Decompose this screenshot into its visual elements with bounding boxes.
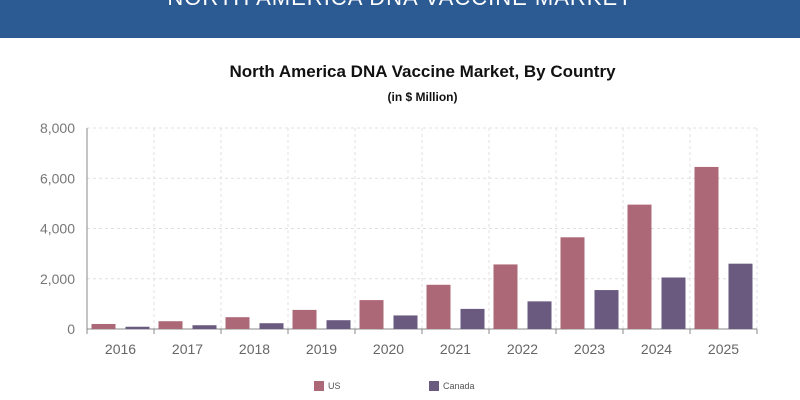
bar-canada xyxy=(192,325,217,329)
x-tick-label: 2017 xyxy=(172,341,203,357)
x-tick-label: 2024 xyxy=(641,341,672,357)
bar-canada xyxy=(326,320,351,329)
bar-us xyxy=(493,264,518,329)
bar-us xyxy=(560,237,585,329)
bar-canada xyxy=(125,326,150,329)
legend-label-us: US xyxy=(328,381,341,391)
bar-us xyxy=(292,309,317,329)
y-tick-label: 8,000 xyxy=(40,120,75,136)
y-tick-label: 0 xyxy=(67,321,75,337)
x-tick-label: 2016 xyxy=(105,341,136,357)
bar-us xyxy=(694,166,719,329)
legend-swatch-us xyxy=(314,381,324,391)
bar-us xyxy=(627,204,652,329)
x-tick-label: 2022 xyxy=(507,341,538,357)
x-tick-label: 2020 xyxy=(373,341,404,357)
bar-canada xyxy=(393,315,418,329)
x-tick-label: 2021 xyxy=(440,341,471,357)
legend-label-canada: Canada xyxy=(443,381,475,391)
y-tick-label: 4,000 xyxy=(40,221,75,237)
bar-canada xyxy=(594,290,619,329)
bar-us xyxy=(359,300,384,329)
bar-us xyxy=(225,317,250,329)
y-tick-label: 6,000 xyxy=(40,170,75,186)
bar-canada xyxy=(728,263,753,329)
bar-us xyxy=(426,284,451,329)
bar-canada xyxy=(527,301,552,329)
x-tick-label: 2023 xyxy=(574,341,605,357)
bar-canada xyxy=(259,323,284,329)
header-banner: NORTH AMERICA DNA VACCINE MARKET xyxy=(0,0,800,38)
x-tick-label: 2025 xyxy=(708,341,739,357)
bar-canada xyxy=(460,308,485,329)
bar-canada xyxy=(661,277,686,329)
bar-us xyxy=(158,321,183,329)
legend-swatch-canada xyxy=(429,381,439,391)
x-tick-label: 2019 xyxy=(306,341,337,357)
banner-title: NORTH AMERICA DNA VACCINE MARKET xyxy=(0,0,800,11)
x-tick-label: 2018 xyxy=(239,341,270,357)
y-tick-label: 2,000 xyxy=(40,271,75,287)
chart-subtitle: (in $ Million) xyxy=(387,90,458,104)
bar-us xyxy=(91,323,116,329)
chart-title: North America DNA Vaccine Market, By Cou… xyxy=(229,62,616,81)
